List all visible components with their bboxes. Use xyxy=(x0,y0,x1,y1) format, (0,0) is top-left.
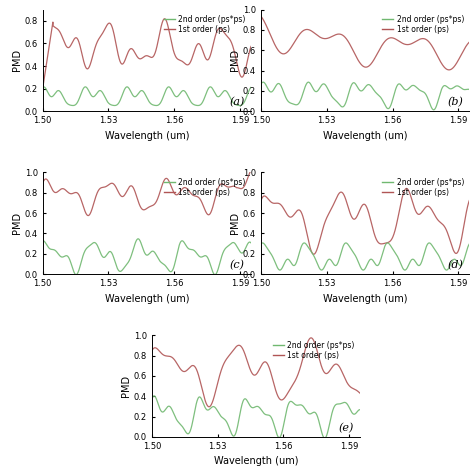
Text: (b): (b) xyxy=(447,97,463,107)
Text: (e): (e) xyxy=(338,423,354,433)
Legend: 2nd order (ps*ps), 1st order (ps): 2nd order (ps*ps), 1st order (ps) xyxy=(381,13,465,36)
X-axis label: Wavelength (um): Wavelength (um) xyxy=(323,131,407,141)
Y-axis label: PMD: PMD xyxy=(121,375,131,397)
X-axis label: Wavelength (um): Wavelength (um) xyxy=(323,294,407,304)
Legend: 2nd order (ps*ps), 1st order (ps): 2nd order (ps*ps), 1st order (ps) xyxy=(162,176,247,199)
X-axis label: Wavelength (um): Wavelength (um) xyxy=(105,131,189,141)
Y-axis label: PMD: PMD xyxy=(230,212,240,234)
X-axis label: Wavelength (um): Wavelength (um) xyxy=(214,456,298,466)
Y-axis label: PMD: PMD xyxy=(230,49,240,71)
X-axis label: Wavelength (um): Wavelength (um) xyxy=(105,294,189,304)
Legend: 2nd order (ps*ps), 1st order (ps): 2nd order (ps*ps), 1st order (ps) xyxy=(272,339,356,361)
Legend: 2nd order (ps*ps), 1st order (ps): 2nd order (ps*ps), 1st order (ps) xyxy=(381,176,465,199)
Legend: 2nd order (ps*ps), 1st order (ps): 2nd order (ps*ps), 1st order (ps) xyxy=(162,13,247,36)
Text: (c): (c) xyxy=(230,260,245,270)
Y-axis label: PMD: PMD xyxy=(12,49,22,71)
Y-axis label: PMD: PMD xyxy=(12,212,22,234)
Text: (d): (d) xyxy=(447,260,463,270)
Text: (a): (a) xyxy=(229,97,245,107)
